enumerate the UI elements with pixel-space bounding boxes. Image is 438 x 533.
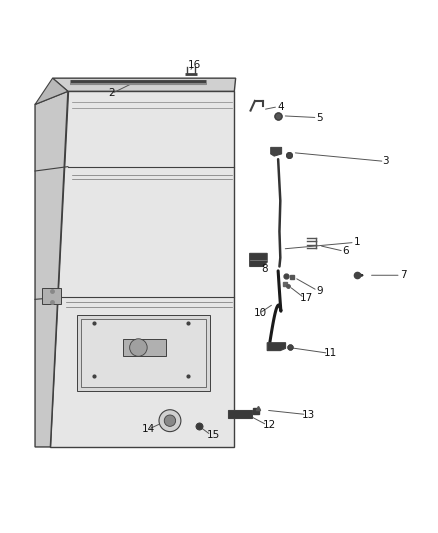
Text: 4: 4 <box>277 102 284 111</box>
Text: 17: 17 <box>300 293 313 303</box>
Text: 13: 13 <box>302 409 315 419</box>
Polygon shape <box>35 78 68 104</box>
Polygon shape <box>123 339 166 356</box>
Text: 7: 7 <box>399 270 406 280</box>
Circle shape <box>164 415 176 426</box>
Text: 6: 6 <box>343 246 350 256</box>
Text: 15: 15 <box>207 430 220 440</box>
Polygon shape <box>250 253 267 266</box>
Circle shape <box>159 410 181 432</box>
Text: 16: 16 <box>188 60 201 70</box>
Text: 2: 2 <box>108 88 115 99</box>
Text: 14: 14 <box>142 424 155 434</box>
Text: 8: 8 <box>261 264 268 273</box>
Text: 9: 9 <box>316 286 323 296</box>
Polygon shape <box>35 91 68 104</box>
Polygon shape <box>35 91 68 447</box>
Text: 11: 11 <box>324 348 337 358</box>
Circle shape <box>130 339 147 356</box>
Polygon shape <box>81 319 206 387</box>
Text: 1: 1 <box>353 237 360 247</box>
Polygon shape <box>53 78 236 91</box>
Polygon shape <box>271 147 282 156</box>
Polygon shape <box>77 314 210 391</box>
Polygon shape <box>228 410 252 418</box>
Text: 10: 10 <box>254 309 267 318</box>
Polygon shape <box>267 343 286 351</box>
Text: 12: 12 <box>263 420 276 430</box>
Text: 5: 5 <box>316 112 323 123</box>
Text: 3: 3 <box>382 156 389 166</box>
Polygon shape <box>50 91 234 447</box>
Polygon shape <box>42 288 61 304</box>
